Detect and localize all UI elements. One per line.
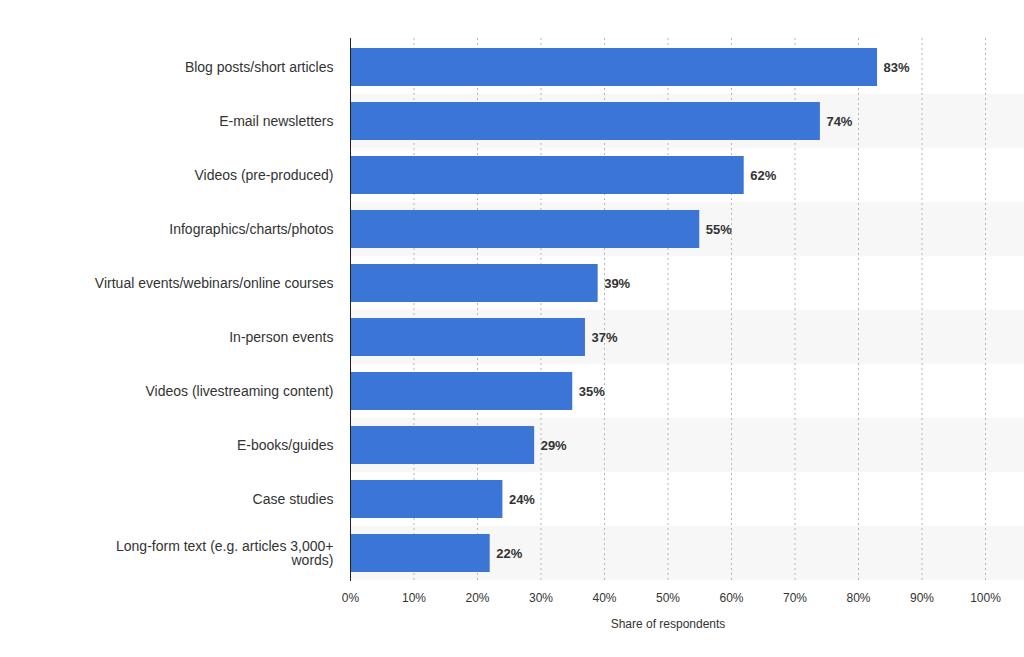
svg-text:Blog posts/short articles: Blog posts/short articles	[185, 59, 334, 75]
svg-text:Videos (pre-produced): Videos (pre-produced)	[194, 167, 333, 183]
svg-text:35%: 35%	[579, 384, 605, 399]
svg-text:37%: 37%	[591, 330, 617, 345]
svg-text:60%: 60%	[719, 591, 743, 605]
svg-text:E-mail newsletters: E-mail newsletters	[219, 113, 333, 129]
svg-text:100%: 100%	[970, 591, 1001, 605]
svg-text:Share of respondents: Share of respondents	[611, 617, 726, 631]
svg-text:39%: 39%	[604, 276, 630, 291]
svg-text:22%: 22%	[496, 546, 522, 561]
svg-text:70%: 70%	[783, 591, 807, 605]
svg-text:90%: 90%	[910, 591, 934, 605]
svg-text:50%: 50%	[656, 591, 680, 605]
svg-text:Long-form text (e.g. articles: Long-form text (e.g. articles 3,000+word…	[116, 538, 334, 568]
svg-text:In-person events: In-person events	[229, 329, 333, 345]
svg-text:55%: 55%	[706, 222, 732, 237]
svg-text:0%: 0%	[342, 591, 360, 605]
svg-text:10%: 10%	[402, 591, 426, 605]
svg-text:74%: 74%	[826, 114, 852, 129]
svg-text:80%: 80%	[846, 591, 870, 605]
svg-text:30%: 30%	[529, 591, 553, 605]
svg-text:20%: 20%	[465, 591, 489, 605]
svg-text:Infographics/charts/photos: Infographics/charts/photos	[169, 221, 333, 237]
svg-text:Case studies: Case studies	[253, 491, 334, 507]
svg-text:24%: 24%	[509, 492, 535, 507]
svg-text:Videos (livestreaming content): Videos (livestreaming content)	[145, 383, 333, 399]
svg-text:62%: 62%	[750, 168, 776, 183]
svg-text:E-books/guides: E-books/guides	[237, 437, 334, 453]
svg-text:83%: 83%	[884, 60, 910, 75]
svg-text:Virtual events/webinars/online: Virtual events/webinars/online courses	[95, 275, 334, 291]
svg-text:40%: 40%	[592, 591, 616, 605]
svg-text:29%: 29%	[541, 438, 567, 453]
